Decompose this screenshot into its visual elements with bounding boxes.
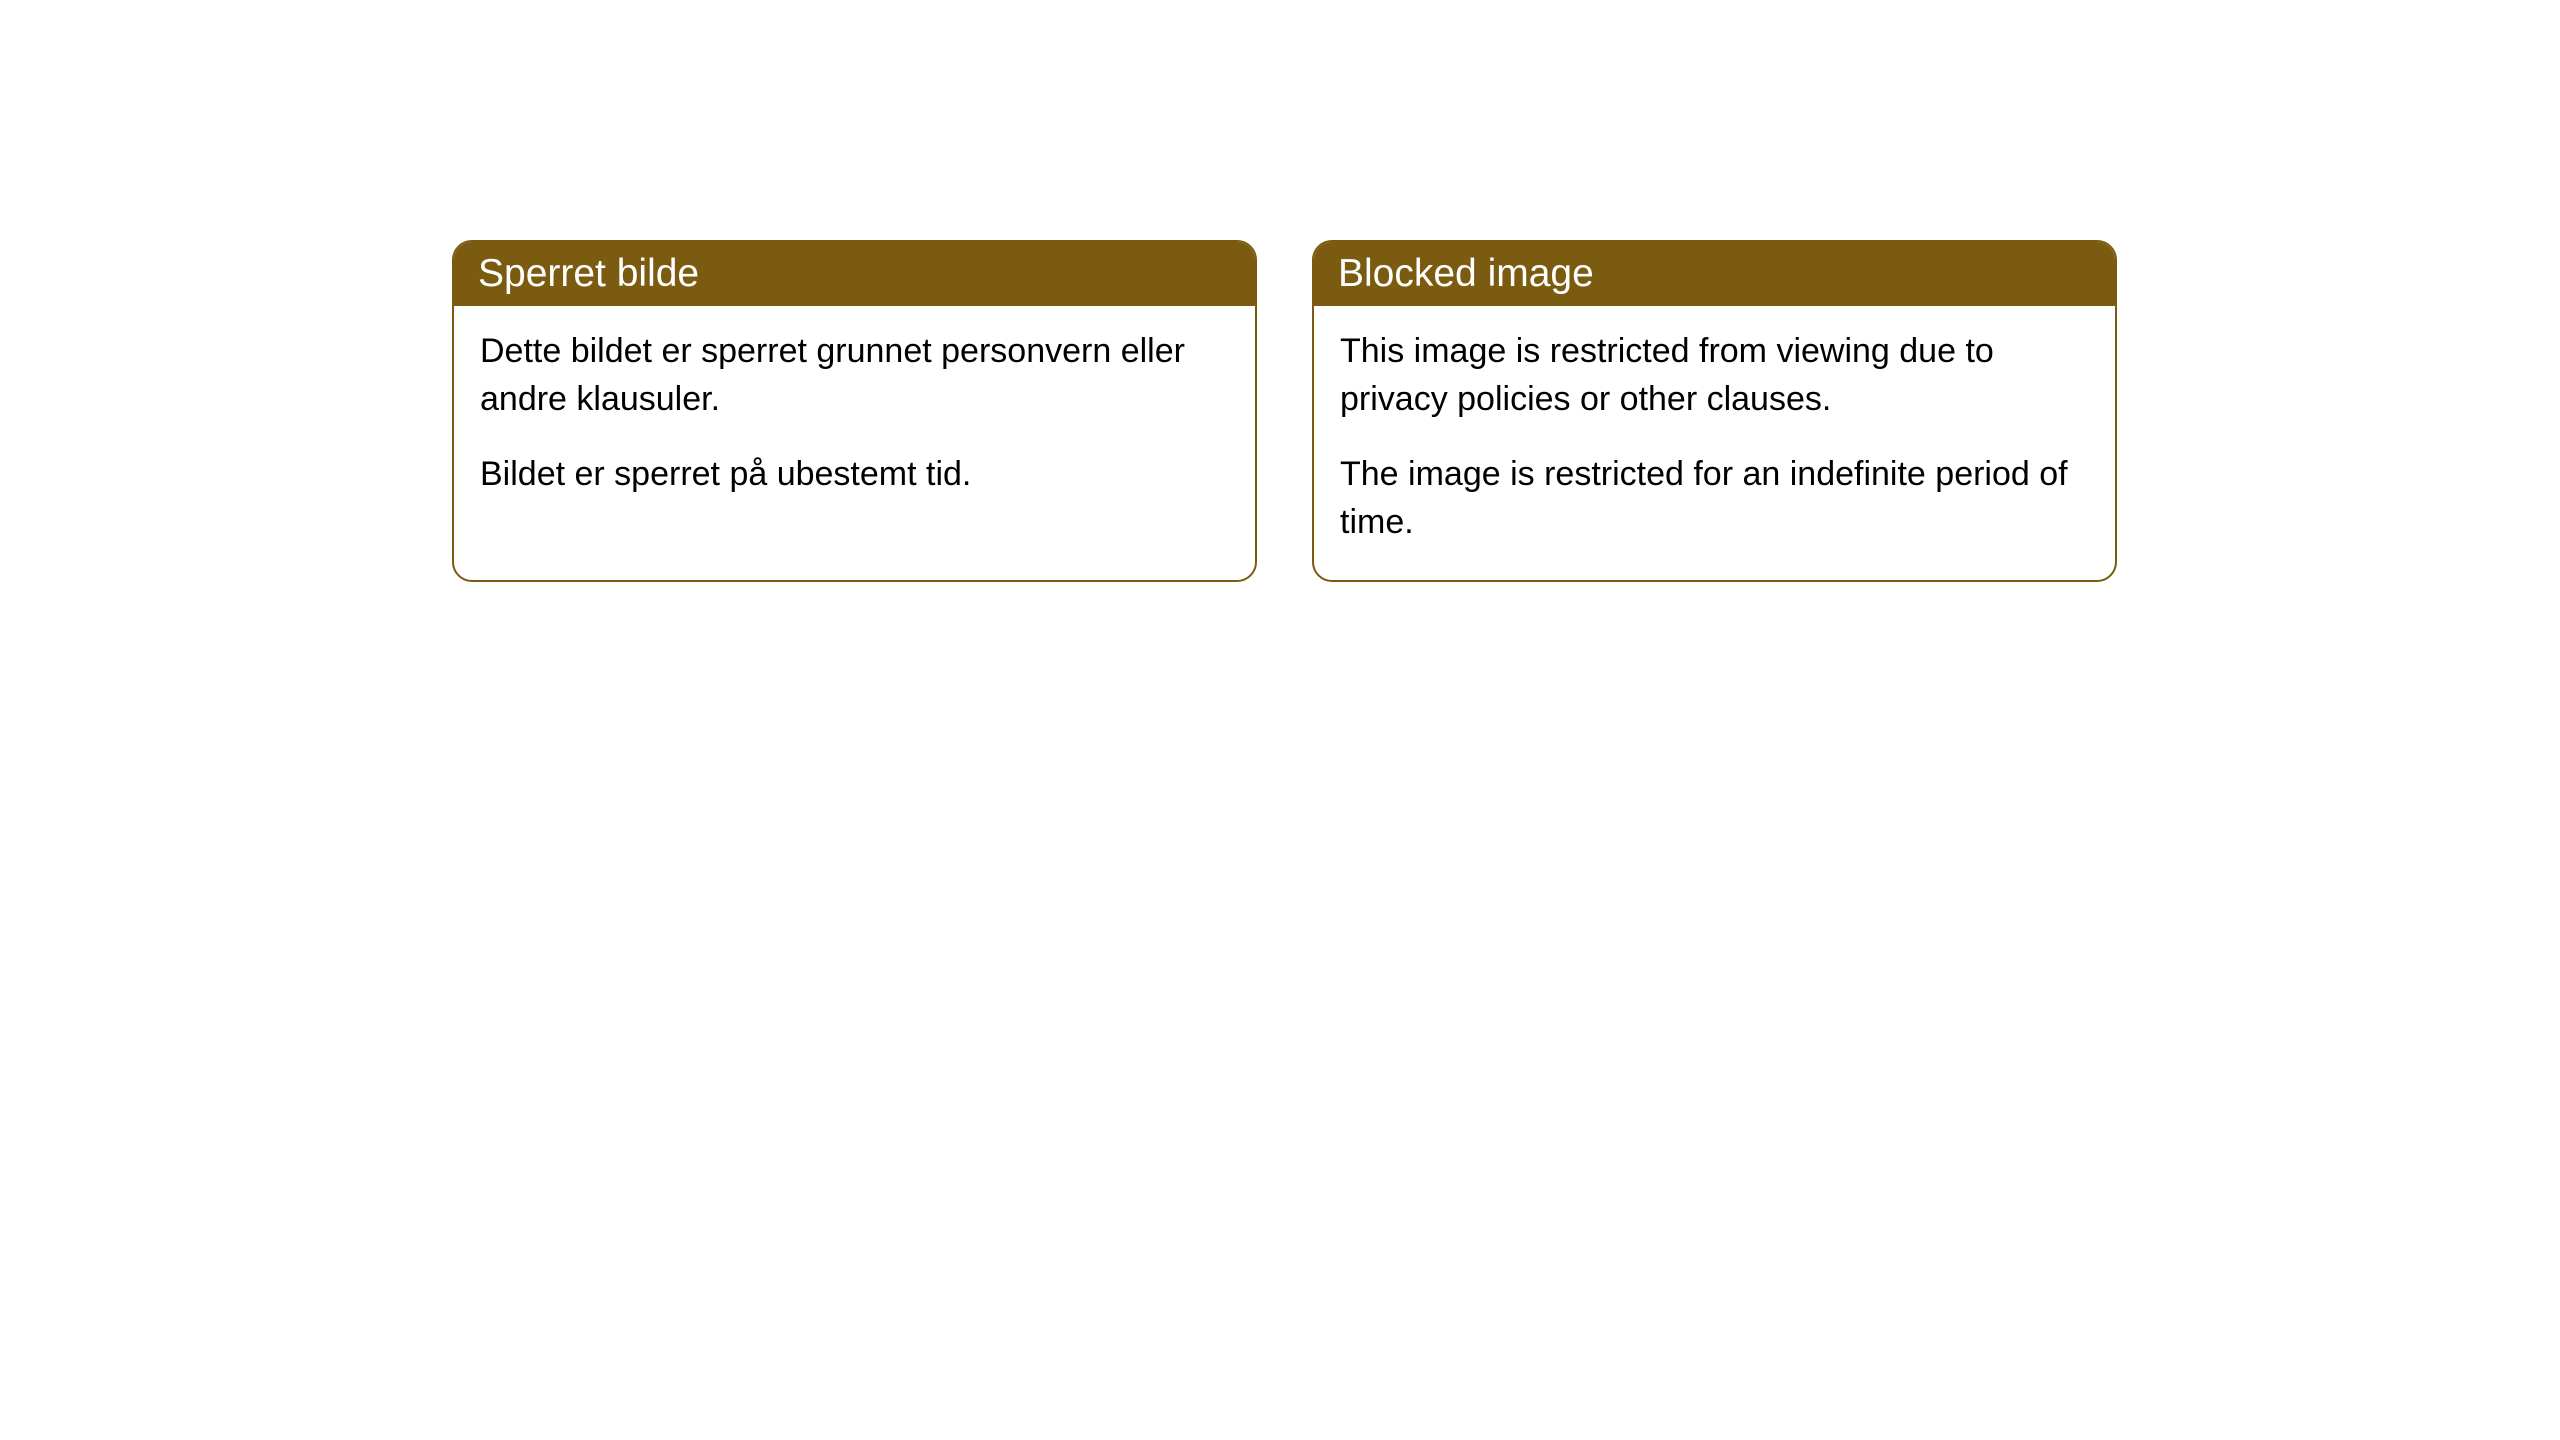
- card-body-english: This image is restricted from viewing du…: [1314, 306, 2115, 580]
- notice-container: Sperret bilde Dette bildet er sperret gr…: [0, 0, 2560, 582]
- notice-text: This image is restricted from viewing du…: [1340, 328, 2089, 423]
- notice-text: Bildet er sperret på ubestemt tid.: [480, 451, 1229, 499]
- card-header-english: Blocked image: [1314, 242, 2115, 306]
- notice-card-english: Blocked image This image is restricted f…: [1312, 240, 2117, 582]
- card-header-norwegian: Sperret bilde: [454, 242, 1255, 306]
- notice-text: The image is restricted for an indefinit…: [1340, 451, 2089, 546]
- notice-card-norwegian: Sperret bilde Dette bildet er sperret gr…: [452, 240, 1257, 582]
- card-body-norwegian: Dette bildet er sperret grunnet personve…: [454, 306, 1255, 533]
- notice-text: Dette bildet er sperret grunnet personve…: [480, 328, 1229, 423]
